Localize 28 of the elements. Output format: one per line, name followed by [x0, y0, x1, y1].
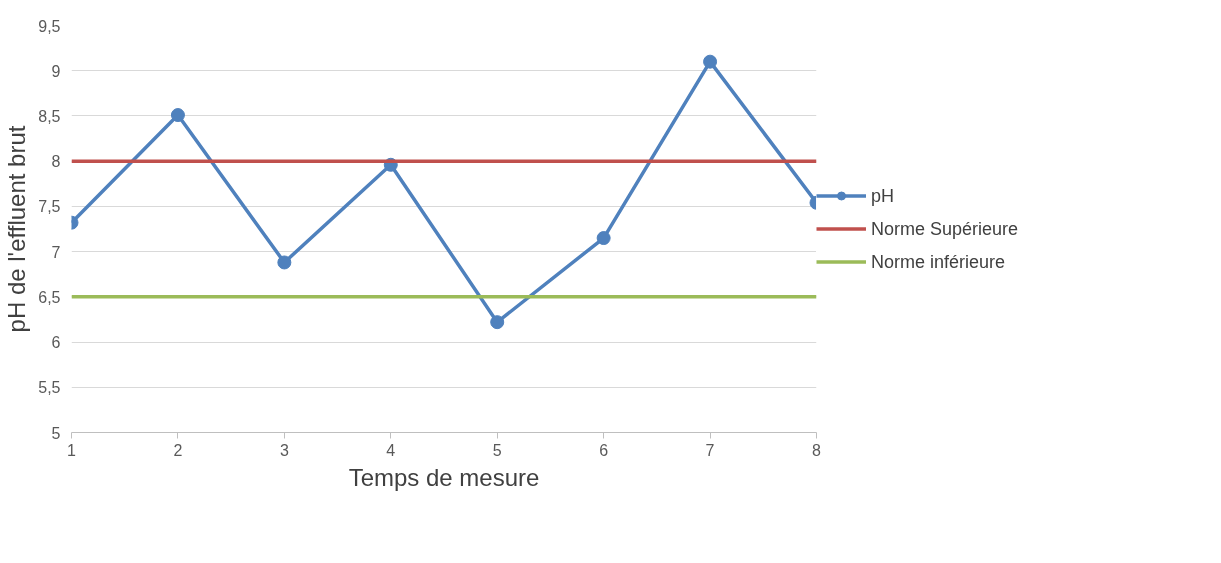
y-tick-label: 9,5 [38, 17, 61, 35]
y-axis-title: pH de l'effluent brut [3, 125, 31, 333]
x-tick-label: 4 [386, 441, 396, 459]
y-tick-label: 8,5 [38, 107, 61, 125]
legend-label: pH [871, 185, 895, 206]
x-tick-label: 1 [67, 441, 77, 459]
x-tick-label: 2 [173, 441, 183, 459]
point [490, 315, 505, 330]
legend-label: Norme inférieure [871, 251, 1006, 272]
y-tick-label: 5,5 [38, 379, 61, 397]
y-tick-label: 5 [51, 424, 61, 442]
y-tick-label: 7 [51, 243, 61, 261]
point [596, 231, 611, 246]
y-tick-label: 8 [51, 153, 61, 171]
x-tick-label: 5 [492, 441, 502, 459]
legend-label: Norme Supérieure [871, 218, 1019, 239]
point [170, 108, 185, 123]
x-axis-title: Temps de mesure [348, 463, 540, 491]
y-tick-label: 6,5 [38, 288, 61, 306]
y-tick-label: 9 [51, 62, 61, 80]
y-tick-label: 6 [51, 334, 61, 352]
x-tick-label: 3 [279, 441, 289, 459]
y-tick-label: 7,5 [38, 198, 61, 216]
x-tick-label: 7 [705, 441, 715, 459]
x-tick-label: 6 [599, 441, 609, 459]
x-tick-label: 8 [812, 441, 822, 459]
point [277, 255, 292, 270]
point [703, 54, 718, 69]
